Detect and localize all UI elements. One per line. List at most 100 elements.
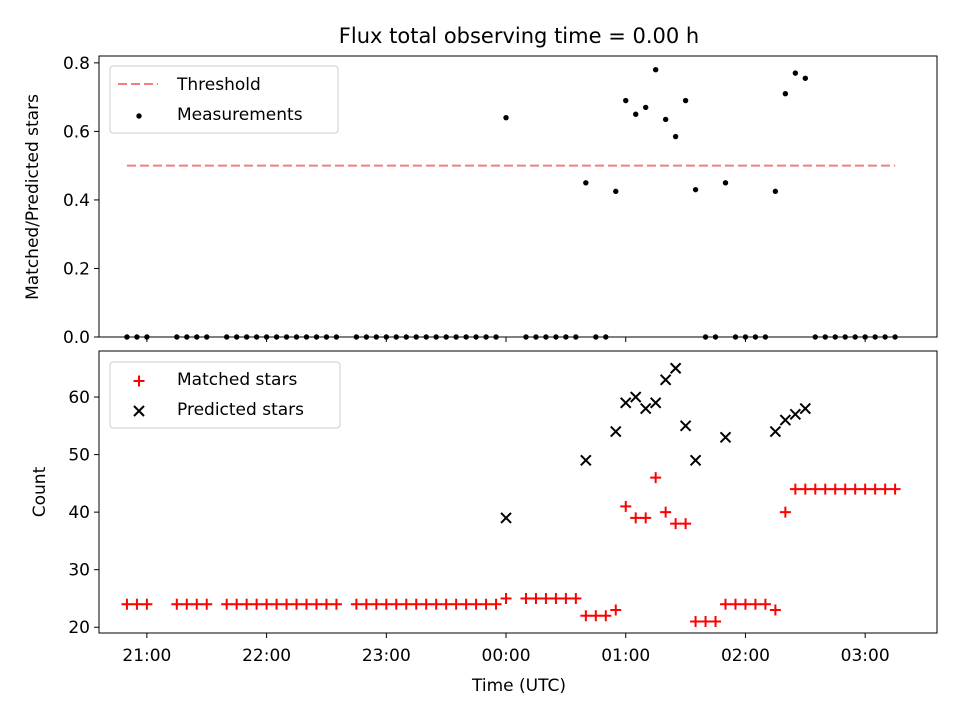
predicted-star-point <box>620 397 632 409</box>
matched-star-point <box>799 483 811 495</box>
count-x-tick-label: 21:00 <box>122 646 171 666</box>
matched-star-point <box>690 615 702 627</box>
predicted-star-point <box>639 402 652 415</box>
matched-star-point <box>251 598 263 610</box>
predicted-star-point-b <box>679 420 692 432</box>
measurement-point <box>433 334 439 340</box>
measurement-point <box>543 334 549 340</box>
chart-title: Flux total observing time = 0.00 h <box>339 24 699 48</box>
matched-star-point <box>141 598 153 610</box>
ratio-y-tick-label: 0.2 <box>63 259 90 279</box>
predicted-star-point <box>669 362 682 374</box>
measurement-point <box>243 334 250 340</box>
measurement-point <box>493 334 499 340</box>
count-x-tick-label: 22:00 <box>242 646 291 666</box>
matched-star-point <box>759 598 771 610</box>
matched-star-point <box>171 598 183 610</box>
measurement-point <box>174 334 180 340</box>
count-legend: Matched stars Predicted stars <box>109 361 341 429</box>
predicted-star-point-b <box>769 425 782 438</box>
x-axis-label: Time (UTC) <box>471 676 566 696</box>
predicted-star-point-b <box>659 374 672 386</box>
measurement-point <box>702 334 709 340</box>
predicted-legend-marker-b <box>133 405 145 417</box>
matched-star-point <box>520 592 532 604</box>
predicted-star-point-b <box>799 402 812 415</box>
matched-star-point <box>789 483 801 495</box>
measurement-point <box>303 334 310 340</box>
ratio-legend-box <box>109 65 339 134</box>
measurement-point <box>742 334 749 340</box>
measurement-point <box>772 188 779 195</box>
predicted-star-point-b <box>630 391 642 403</box>
matched-star-point <box>819 483 831 495</box>
matched-star-point <box>241 598 253 610</box>
measurement-point <box>373 334 380 340</box>
matched-star-point <box>869 483 881 495</box>
predicted-star-point-b <box>719 431 732 444</box>
matched-star-point <box>231 598 243 610</box>
matched-star-point <box>590 610 602 622</box>
measurement-point <box>453 334 459 340</box>
matched-star-point <box>291 598 303 610</box>
measurement-point <box>483 334 489 340</box>
measurement-points <box>124 67 898 340</box>
matched-star-point <box>261 598 273 610</box>
matched-stars-legend-swatch <box>133 375 145 387</box>
measurement-point <box>403 334 409 340</box>
matched-star-point <box>320 598 332 610</box>
predicted-star-point <box>659 374 672 386</box>
ratio-legend: Threshold Measurements <box>109 65 339 134</box>
count-plot: 20 30 40 50 60 21:00 22:00 23:00 00:00 01:00 02:0… <box>30 350 938 696</box>
count-y-ticks: 20 30 40 50 60 <box>68 388 99 638</box>
matched-star-point <box>580 610 592 622</box>
matched-star-point <box>600 610 612 622</box>
measurement-point <box>692 186 699 193</box>
matched-star-point <box>700 615 712 627</box>
matched-star-point <box>310 598 322 610</box>
predicted-star-point-b <box>789 408 802 421</box>
measurement-point <box>323 334 330 340</box>
measurement-point <box>583 180 589 186</box>
matched-star-point <box>480 598 492 610</box>
matched-star-point <box>650 472 662 484</box>
count-y-tick-label: 50 <box>68 446 90 466</box>
matched-star-point <box>490 598 502 610</box>
measurement-point <box>672 133 679 140</box>
predicted-star-point <box>679 420 692 432</box>
measurements-legend-label: Measurements <box>177 105 303 125</box>
predicted-star-point-b <box>669 362 682 374</box>
ratio-y-tick-label: 0.8 <box>63 54 90 74</box>
matched-star-point <box>420 598 432 610</box>
matched-star-point <box>201 598 213 610</box>
measurement-point <box>473 334 479 340</box>
measurement-point <box>204 334 210 340</box>
matched-star-point <box>131 598 143 610</box>
count-legend-box <box>109 361 341 429</box>
matched-star-point <box>301 598 313 610</box>
measurement-point <box>892 334 898 340</box>
matched-star-point <box>560 592 572 604</box>
matched-star-point <box>380 598 392 610</box>
measurement-point <box>832 334 838 340</box>
matched-star-point <box>390 598 402 610</box>
predicted-stars-legend-swatch <box>133 405 145 417</box>
measurement-point <box>822 334 828 340</box>
predicted-star-point <box>689 454 702 467</box>
measurement-point <box>363 334 370 340</box>
measurement-point <box>293 334 300 340</box>
measurement-point <box>263 334 270 340</box>
matched-star-point <box>121 598 133 610</box>
matched-legend-marker <box>133 375 145 387</box>
measurement-point <box>862 334 868 340</box>
measurement-point <box>563 334 569 340</box>
matched-star-point <box>859 483 871 495</box>
predicted-star-point <box>779 414 792 426</box>
matched-star-point <box>530 592 542 604</box>
matched-star-point <box>400 598 412 610</box>
count-x-tick-label: 23:00 <box>362 646 411 666</box>
measurement-point <box>752 334 759 340</box>
predicted-stars-points <box>500 362 812 524</box>
matched-star-point <box>540 592 552 604</box>
